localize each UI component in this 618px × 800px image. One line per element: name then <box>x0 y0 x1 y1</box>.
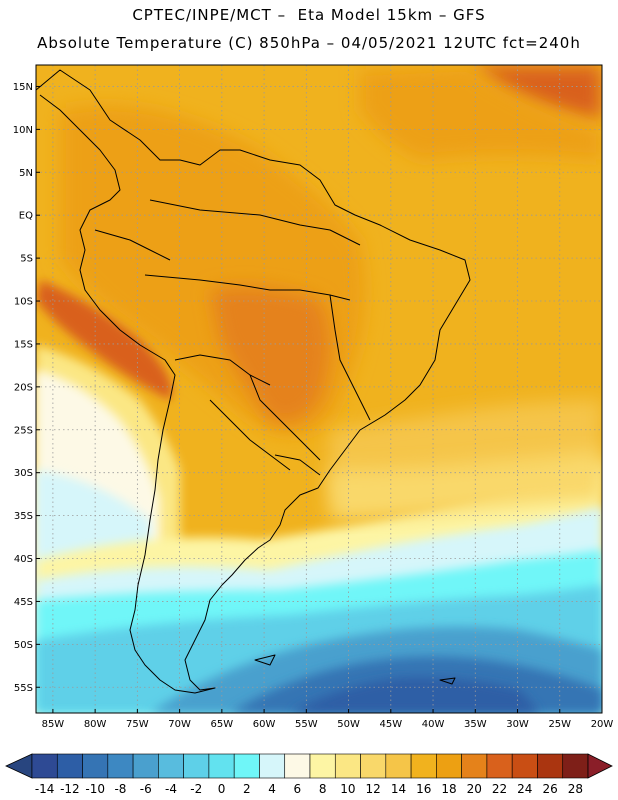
colorbar-label: -8 <box>114 782 126 796</box>
colorbar-swatch <box>537 753 564 779</box>
colorbar-label: 18 <box>441 782 456 796</box>
lon-label: 45W <box>379 719 402 730</box>
lat-label: 15S <box>14 339 33 350</box>
color-bar: -14 -12 -10 -8 -6 -4 -2 0 2 4 6 8 10 12 14 16 18 20 22 24 26… <box>5 753 613 796</box>
colorbar-label: 4 <box>268 782 276 796</box>
lat-label: 5N <box>19 168 33 179</box>
colorbar-swatch <box>486 753 513 779</box>
colorbar-label: -6 <box>140 782 152 796</box>
colorbar-label: 26 <box>542 782 557 796</box>
lat-label: 30S <box>14 468 33 479</box>
lon-label: 85W <box>42 719 65 730</box>
lat-label: EQ <box>19 211 33 222</box>
colorbar-label: 28 <box>568 782 583 796</box>
colorbar-under-arrow <box>5 753 33 779</box>
colorbar-swatch <box>410 753 437 779</box>
colorbar-label: 20 <box>467 782 482 796</box>
colorbar-label: 0 <box>218 782 226 796</box>
lat-label: 25S <box>14 425 33 436</box>
lat-label: 15N <box>13 82 33 93</box>
colorbar-swatch <box>107 753 134 779</box>
lon-label: 70W <box>168 719 191 730</box>
colorbar-label: -10 <box>85 782 105 796</box>
lon-label: 65W <box>211 719 234 730</box>
colorbar-swatch <box>56 753 83 779</box>
colorbar-swatch <box>511 753 538 779</box>
lat-label: 10S <box>14 297 33 308</box>
lat-label: 55S <box>14 683 33 694</box>
colorbar-label: -14 <box>35 782 55 796</box>
colorbar-label: 6 <box>294 782 302 796</box>
lon-label: 20W <box>591 719 614 730</box>
lon-label: 75W <box>126 719 149 730</box>
graticule <box>36 65 602 713</box>
lon-label: 35W <box>464 719 487 730</box>
lat-label: 45S <box>14 597 33 608</box>
colorbar-swatch <box>31 753 58 779</box>
colorbar-swatch <box>208 753 235 779</box>
colorbar-over-arrow <box>587 753 613 779</box>
colorbar-label: 2 <box>243 782 251 796</box>
coastline <box>36 69 471 694</box>
lon-label: 25W <box>548 719 571 730</box>
colorbar-swatch <box>562 753 589 779</box>
colorbar-swatch <box>334 753 361 779</box>
lat-label: 10N <box>13 125 33 136</box>
colorbar-label: 16 <box>416 782 431 796</box>
lon-label: 55W <box>295 719 318 730</box>
colorbar-label: 14 <box>391 782 406 796</box>
colorbar-swatch <box>259 753 286 779</box>
lon-label: 30W <box>506 719 529 730</box>
colorbar-label: 10 <box>340 782 355 796</box>
temperature-field <box>36 65 602 713</box>
colorbar-swatch <box>385 753 412 779</box>
longitude-labels: 85W 80W 75W 70W 65W 60W 55W 50W 45W 40W 35W 30W 25W 2… <box>42 709 614 730</box>
lat-label: 5S <box>20 254 33 265</box>
colorbar-swatch <box>132 753 159 779</box>
colorbar-swatch <box>233 753 260 779</box>
colorbar-label: 12 <box>366 782 381 796</box>
map-frame <box>35 64 603 714</box>
lat-label: 35S <box>14 511 33 522</box>
colorbar-swatch <box>461 753 488 779</box>
colorbar-swatch <box>158 753 184 779</box>
lon-label: 80W <box>84 719 107 730</box>
colorbar-label: -2 <box>190 782 202 796</box>
lat-label: 50S <box>14 640 33 651</box>
colorbar-swatch <box>183 753 210 779</box>
colorbar-label: -12 <box>60 782 80 796</box>
map-title-line2: Absolute Temperature (C) 850hPa – 04/05/… <box>37 34 581 52</box>
map-title-line1: CPTEC/INPE/MCT – Eta Model 15km – GFS <box>132 6 486 24</box>
colorbar-swatch <box>284 753 311 779</box>
colorbar-swatch <box>309 753 336 779</box>
lat-label: 20S <box>14 382 33 393</box>
colorbar-label: 22 <box>492 782 507 796</box>
colorbar-swatch <box>82 753 109 779</box>
colorbar-label: 24 <box>517 782 532 796</box>
colorbar-swatch <box>360 753 387 779</box>
colorbar-swatch <box>436 753 462 779</box>
lon-label: 40W <box>422 719 445 730</box>
lon-label: 50W <box>337 719 360 730</box>
lat-label: 40S <box>14 554 33 565</box>
latitude-labels: 15N 10N 5N EQ 5S 10S 15S 20S 25S 30S 35S 40S 45S 50S 5… <box>13 82 40 694</box>
colorbar-label: 8 <box>319 782 327 796</box>
colorbar-label: -4 <box>165 782 177 796</box>
lon-label: 60W <box>253 719 276 730</box>
